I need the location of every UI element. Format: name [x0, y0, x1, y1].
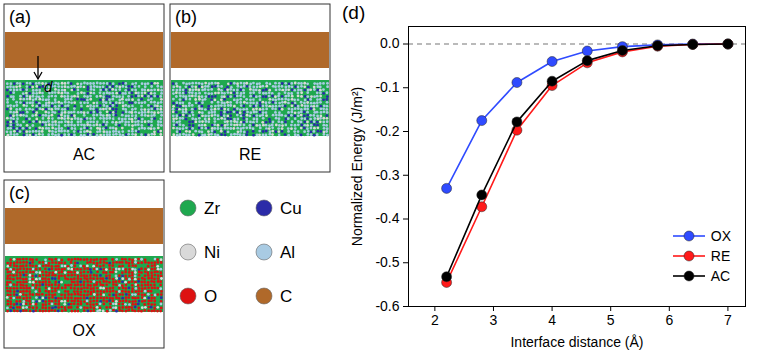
- html-text:OX: OX: [710, 228, 731, 244]
- svg-text:Al: Al: [280, 243, 295, 262]
- svg-text:-0.2: -0.2: [375, 123, 399, 139]
- html-text:RE: RE: [710, 248, 731, 264]
- svg-text:(b): (b): [175, 7, 197, 27]
- svg-text:Zr: Zr: [204, 199, 220, 218]
- svg-text:O: O: [204, 287, 217, 306]
- svg-text:7: 7: [724, 312, 732, 328]
- svg-text:Normalized Energy (J/m²): Normalized Energy (J/m²): [349, 87, 365, 246]
- svg-text:(a): (a): [9, 7, 31, 27]
- svg-text:Interface distance (Å): Interface distance (Å): [510, 334, 643, 350]
- svg-text:-0.6: -0.6: [375, 298, 399, 314]
- svg-text:2: 2: [431, 312, 439, 328]
- svg-text:4: 4: [548, 312, 556, 328]
- svg-text:-0.4: -0.4: [375, 210, 399, 226]
- svg-text:-0.3: -0.3: [375, 167, 399, 183]
- svg-text:RE: RE: [239, 146, 261, 163]
- svg-text:3: 3: [490, 312, 498, 328]
- html-text:(d): (d): [342, 2, 366, 23]
- html-text:AC: AC: [710, 268, 731, 284]
- svg-text:5: 5: [607, 312, 615, 328]
- svg-text:Cu: Cu: [280, 199, 302, 218]
- svg-text:C: C: [280, 287, 292, 306]
- svg-text:-0.5: -0.5: [375, 254, 399, 270]
- svg-text:-0.1: -0.1: [375, 79, 399, 95]
- svg-text:0.0: 0.0: [380, 35, 400, 51]
- svg-text:d: d: [44, 78, 53, 95]
- svg-text:Ni: Ni: [204, 243, 220, 262]
- svg-text:OX: OX: [72, 322, 95, 339]
- svg-text:6: 6: [665, 312, 673, 328]
- svg-text:(c): (c): [9, 183, 30, 203]
- svg-text:AC: AC: [73, 146, 95, 163]
